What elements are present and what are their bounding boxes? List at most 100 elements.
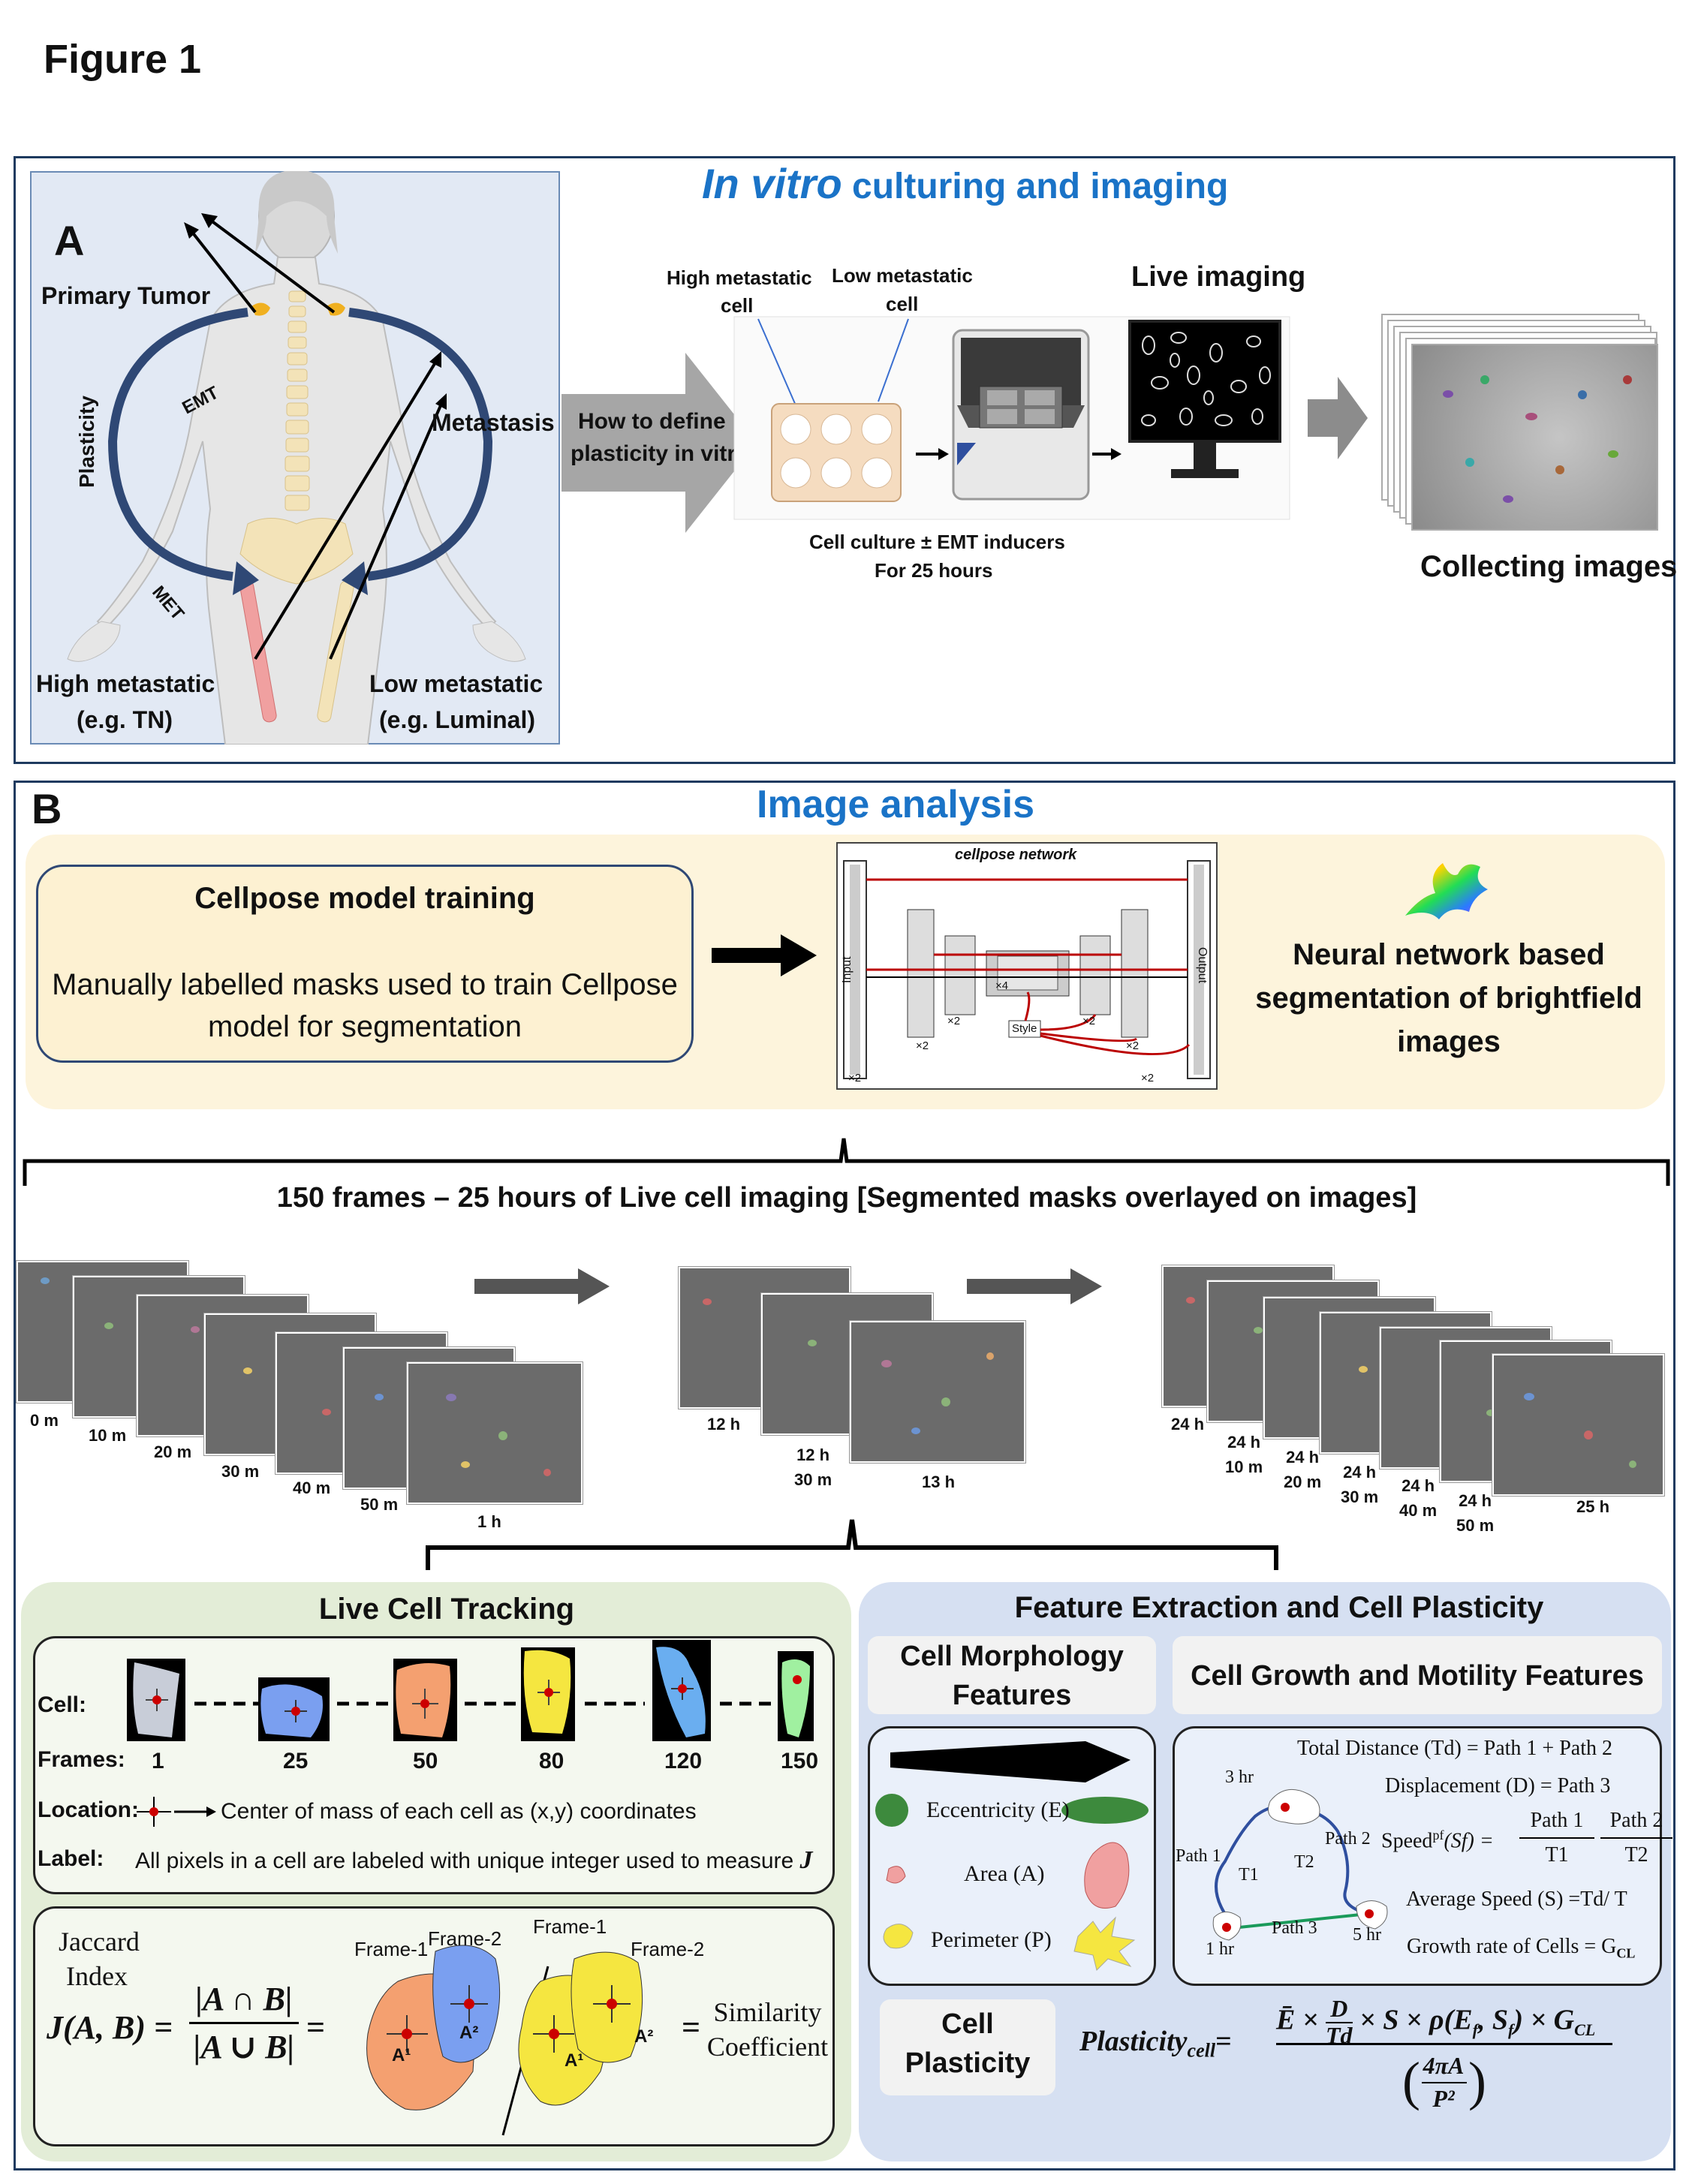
- tracking-title: Live Cell Tracking: [318, 1593, 575, 1626]
- jaccard-a1-a: A¹: [392, 2045, 411, 2065]
- label-text: All pixels in a cell are labeled with un…: [135, 1846, 813, 1875]
- panel-b-title: Image analysis: [757, 783, 1034, 826]
- tracked-cells-row: [127, 1640, 814, 1741]
- stack3-label-0: 24 h: [1171, 1415, 1205, 1433]
- stack-arrow-1: [474, 1268, 610, 1304]
- plast-den-bar: [1422, 2082, 1467, 2083]
- plast-den-top: 4πA: [1423, 2052, 1465, 2079]
- plast-den-lparen: (: [1402, 2051, 1420, 2111]
- speed-bar-1: [1519, 1837, 1594, 1839]
- speed-t1: T1: [1545, 1843, 1569, 1867]
- growth-header: [1173, 1636, 1662, 1714]
- plast-num-f: f: [1472, 2020, 1478, 2039]
- cellpose-desc-1: Manually labelled masks used to train Ce…: [52, 968, 678, 1001]
- jaccard-frame2-b: Frame-2: [631, 1938, 705, 1960]
- plasticity-formula-main: Plasticity: [1079, 2026, 1188, 2057]
- neural-text-2: segmentation of brightfield: [1255, 982, 1642, 1015]
- location-label: Location:: [38, 1797, 139, 1822]
- similarity-2: Coefficient: [706, 2032, 829, 2062]
- plast-num-f2: f: [1508, 2020, 1514, 2039]
- culture-label-1: Cell culture ± EMT inducers: [809, 531, 1065, 553]
- jaccard-a2-a: A²: [459, 2023, 479, 2043]
- collect-arrow: [1308, 377, 1368, 459]
- speed-sym: (Sf) =: [1444, 1829, 1494, 1853]
- jaccard-frame1-a: Frame-1: [354, 1938, 429, 1960]
- frame-stack-3: [1162, 1265, 1672, 1498]
- stack1-label-1: 10 m: [89, 1426, 127, 1445]
- high-example-label: (e.g. TN): [77, 706, 173, 733]
- plasticity-denominator: ( 4πA P² ): [1402, 2049, 1486, 2124]
- label-text-main: All pixels in a cell are labeled with un…: [135, 1849, 794, 1873]
- path2-diagram-label: Path 2: [1325, 1829, 1371, 1849]
- jaccard-formula: J(A, B) =: [47, 2009, 173, 2046]
- analysis-brace: [426, 1519, 1278, 1570]
- stack1-label-0: 0 m: [30, 1411, 59, 1430]
- network-x4: ×4: [995, 979, 1009, 992]
- location-text: Center of mass of each cell as (x,y) coo…: [221, 1799, 697, 1824]
- neural-text-1: Neural network based: [1293, 938, 1605, 971]
- arrow-text-1: How to define: [578, 409, 726, 434]
- eccentricity-label: Eccentricity (E): [926, 1797, 1070, 1822]
- stack2-label-2: 13 h: [922, 1473, 956, 1491]
- area-label: Area (A): [964, 1861, 1045, 1886]
- network-x2-f: ×2: [1141, 1072, 1155, 1084]
- culture-setup-illustration: [733, 316, 1290, 520]
- plasticity-formula-sub: cell: [1187, 2039, 1216, 2062]
- growth-header-text: Cell Growth and Motility Features: [1191, 1660, 1644, 1692]
- stack-arrow-2: [967, 1268, 1102, 1304]
- network-input: Input: [841, 956, 854, 983]
- high-metastatic-label: High metastatic: [36, 670, 215, 697]
- panel-b: [14, 781, 1675, 2170]
- feature-title: Feature Extraction and Cell Plasticity: [1014, 1591, 1544, 1624]
- body-illustration: [67, 171, 526, 745]
- jaccard-fraction-bar: [189, 2022, 299, 2024]
- stack2-label-0: 12 h: [707, 1415, 741, 1433]
- panel-a-letter: A: [54, 217, 85, 264]
- hr1-label: 1 hr: [1206, 1939, 1234, 1959]
- plast-den-rparen: ): [1468, 2051, 1486, 2111]
- morphology-svg: [875, 1741, 1149, 1971]
- center-of-mass-icon: [137, 1797, 216, 1827]
- how-to-define-arrow: [561, 353, 757, 533]
- jaccard-frame2-a: Frame-2: [428, 1927, 502, 1950]
- speed-path1: Path 1: [1530, 1809, 1584, 1832]
- plast-num-sf: , S: [1477, 2004, 1509, 2036]
- cell-plasticity-box: [880, 1999, 1055, 2095]
- speed-formula: Speedpf(Sf) =: [1381, 1828, 1494, 1853]
- total-distance: Total Distance (Td) = Path 1 + Path 2: [1297, 1737, 1612, 1760]
- cellpose-arrow: [712, 934, 817, 976]
- stack3-label-1: 24 h 10 m: [1225, 1433, 1263, 1476]
- plast-num-d: D: [1326, 1996, 1353, 2023]
- label-label: Label:: [38, 1846, 104, 1871]
- growth-box: [1173, 1726, 1662, 1986]
- jaccard-denominator: |A ∪ B|: [193, 2029, 295, 2065]
- jaccard-equals: =: [306, 2009, 326, 2046]
- plasticity-formula-eq: =: [1215, 2026, 1232, 2057]
- motility-path-svg: [1212, 1788, 1388, 1941]
- speed-path2: Path 2: [1609, 1809, 1663, 1832]
- plast-num-rest: × S × ρ(E: [1359, 2004, 1473, 2036]
- plasticity-fraction-bar: [1276, 2043, 1612, 2045]
- speed-bar-2: [1600, 1837, 1672, 1839]
- path1-diagram-label: Path 1: [1176, 1846, 1221, 1866]
- label-text-j: J: [799, 1846, 813, 1874]
- morphology-header-1: Cell Morphology: [900, 1641, 1124, 1672]
- network-x2-b: ×2: [947, 1015, 961, 1027]
- collecting-images-label: Collecting images: [1420, 550, 1678, 583]
- stack1-label-5: 50 m: [360, 1495, 399, 1514]
- morphology-header: [868, 1636, 1156, 1714]
- panel-b-letter: B: [32, 785, 62, 832]
- growth-rate: Growth rate of Cells = GCL: [1407, 1935, 1635, 1962]
- collected-image-stack: [1381, 314, 1659, 531]
- cellpose-desc-2: model for segmentation: [207, 1010, 522, 1043]
- primary-tumor-label: Primary Tumor: [41, 282, 211, 309]
- stack1-label-6: 1 h: [477, 1512, 501, 1531]
- jaccard-a1-b: A¹: [565, 2050, 584, 2071]
- stack2-label-1: 12 h 30 m: [794, 1445, 832, 1489]
- stack3-label-6: 25 h: [1576, 1497, 1610, 1516]
- stack3-label-4: 24 h 40 m: [1399, 1476, 1438, 1520]
- stack3-label-5: 24 h 50 m: [1456, 1491, 1495, 1535]
- growth-rate-sub: CL: [1616, 1945, 1636, 1961]
- high-cell-label-1: High metastatic: [667, 266, 812, 289]
- frame-stack-2: [679, 1267, 1031, 1463]
